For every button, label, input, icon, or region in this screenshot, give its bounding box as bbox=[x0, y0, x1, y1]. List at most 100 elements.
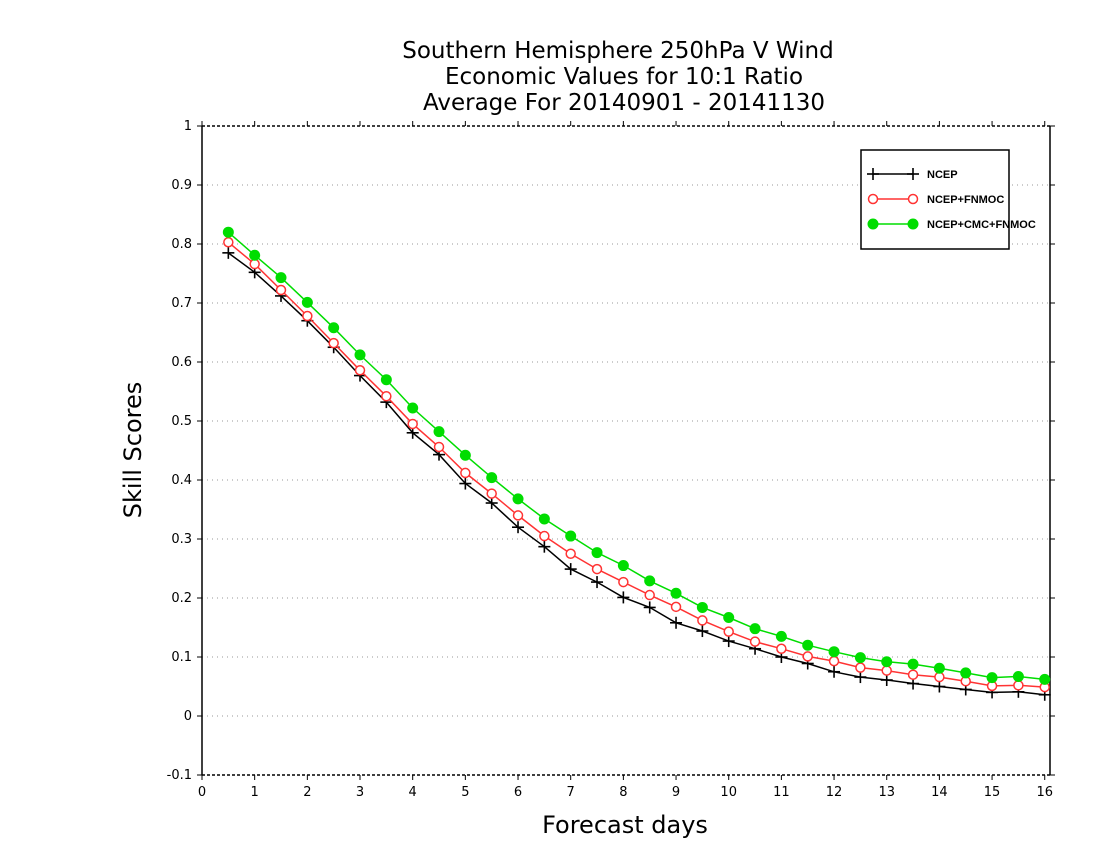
data-point bbox=[960, 667, 972, 679]
series-1 bbox=[222, 246, 1051, 701]
data-point bbox=[538, 513, 550, 525]
x-tick-label: 15 bbox=[984, 785, 1001, 800]
data-point bbox=[486, 472, 498, 484]
data-point bbox=[907, 658, 919, 670]
data-point bbox=[617, 560, 629, 572]
data-point bbox=[1012, 670, 1024, 682]
y-tick-label: 0.9 bbox=[171, 178, 192, 193]
x-tick-label: 4 bbox=[409, 785, 417, 800]
data-point bbox=[485, 497, 498, 510]
data-point bbox=[802, 651, 813, 662]
legend: NCEP NCEP+FNMOC NCEP+CMC+FNMOC bbox=[860, 149, 1036, 250]
y-tick-label: 0.4 bbox=[171, 473, 192, 488]
data-point bbox=[222, 226, 234, 238]
series-3 bbox=[222, 226, 1051, 685]
x-axis-label: Forecast days bbox=[542, 811, 708, 839]
data-point bbox=[670, 587, 682, 599]
chart-title: Southern Hemisphere 250hPa V Wind Econom… bbox=[402, 38, 833, 116]
x-tick-label: 11 bbox=[773, 785, 790, 800]
data-point bbox=[459, 449, 471, 461]
plot-axes bbox=[201, 125, 1051, 776]
title-line-2: Economic Values for 10:1 Ratio bbox=[445, 64, 803, 90]
data-point bbox=[460, 467, 471, 479]
title-line-1: Southern Hemisphere 250hPa V Wind bbox=[402, 38, 833, 64]
data-point bbox=[354, 365, 366, 376]
data-point bbox=[433, 426, 445, 438]
x-tick-label: 12 bbox=[826, 785, 843, 800]
y-tick-label: 0.8 bbox=[171, 237, 192, 252]
y-tick-label: 1 bbox=[184, 119, 192, 134]
legend-item: NCEP+FNMOC bbox=[867, 193, 1004, 206]
legend-marker-end bbox=[907, 168, 919, 180]
series-line bbox=[227, 241, 1045, 688]
data-point bbox=[881, 665, 892, 676]
series-line bbox=[227, 231, 1045, 681]
data-point bbox=[591, 563, 603, 575]
legend-marker-start bbox=[867, 193, 879, 205]
data-point bbox=[249, 258, 260, 270]
data-point bbox=[328, 322, 340, 334]
data-point bbox=[670, 601, 682, 613]
y-tick-label: 0.5 bbox=[171, 414, 192, 429]
x-tick-label: 1 bbox=[251, 785, 259, 800]
data-point bbox=[301, 296, 313, 308]
data-point bbox=[723, 611, 735, 623]
data-point bbox=[591, 547, 603, 559]
title-line-3: Average For 20140901 - 20141130 bbox=[423, 90, 825, 116]
data-point bbox=[933, 680, 946, 693]
data-point bbox=[986, 672, 998, 684]
data-point bbox=[459, 477, 472, 490]
data-point bbox=[644, 575, 656, 587]
series-2 bbox=[223, 236, 1050, 693]
data-point bbox=[565, 548, 576, 559]
legend-label: NCEP+CMC+FNMOC bbox=[927, 219, 1036, 231]
legend-label: NCEP bbox=[927, 169, 958, 181]
data-point bbox=[643, 601, 656, 614]
data-point bbox=[723, 626, 734, 637]
data-point bbox=[407, 418, 418, 430]
data-point bbox=[564, 563, 577, 576]
data-point bbox=[802, 639, 814, 651]
data-point bbox=[512, 521, 525, 534]
data-point bbox=[1039, 673, 1051, 685]
data-point bbox=[618, 576, 629, 588]
data-point bbox=[854, 671, 867, 684]
data-point bbox=[328, 337, 339, 349]
data-point bbox=[1013, 680, 1024, 691]
legend-label: NCEP+FNMOC bbox=[927, 194, 1004, 206]
data-point bbox=[854, 652, 866, 664]
data-point bbox=[828, 665, 841, 678]
data-point bbox=[934, 671, 945, 683]
legend-marker-end bbox=[907, 193, 919, 205]
legend-marker-start bbox=[867, 218, 879, 230]
y-tick-label: -0.1 bbox=[167, 768, 192, 783]
grid-lines bbox=[202, 184, 1050, 717]
x-tick-label: 6 bbox=[514, 785, 522, 800]
x-tick-label: 5 bbox=[461, 785, 469, 800]
x-tick-label: 3 bbox=[356, 785, 364, 800]
data-point bbox=[223, 236, 234, 248]
legend-marker-end bbox=[907, 218, 919, 230]
x-tick-label: 10 bbox=[720, 785, 737, 800]
x-tick-label: 14 bbox=[931, 785, 948, 800]
legend-item: NCEP+CMC+FNMOC bbox=[867, 218, 1036, 231]
series-line bbox=[227, 252, 1045, 696]
data-point bbox=[249, 249, 261, 261]
legend-marker-start bbox=[867, 168, 879, 180]
data-point bbox=[354, 349, 366, 361]
data-point bbox=[933, 662, 945, 674]
y-tick-label: 0.1 bbox=[171, 650, 192, 665]
data-point bbox=[880, 674, 893, 687]
data-point bbox=[749, 623, 761, 635]
data-point bbox=[828, 646, 840, 658]
y-tick-label: 0.6 bbox=[171, 355, 192, 370]
data-point bbox=[775, 630, 787, 642]
data-point bbox=[722, 635, 735, 648]
x-tick-label: 16 bbox=[1036, 785, 1053, 800]
series-group bbox=[222, 226, 1051, 701]
data-point bbox=[670, 616, 683, 629]
data-point bbox=[749, 636, 761, 647]
data-point bbox=[617, 591, 630, 604]
y-tick-label: 0.2 bbox=[171, 591, 192, 606]
